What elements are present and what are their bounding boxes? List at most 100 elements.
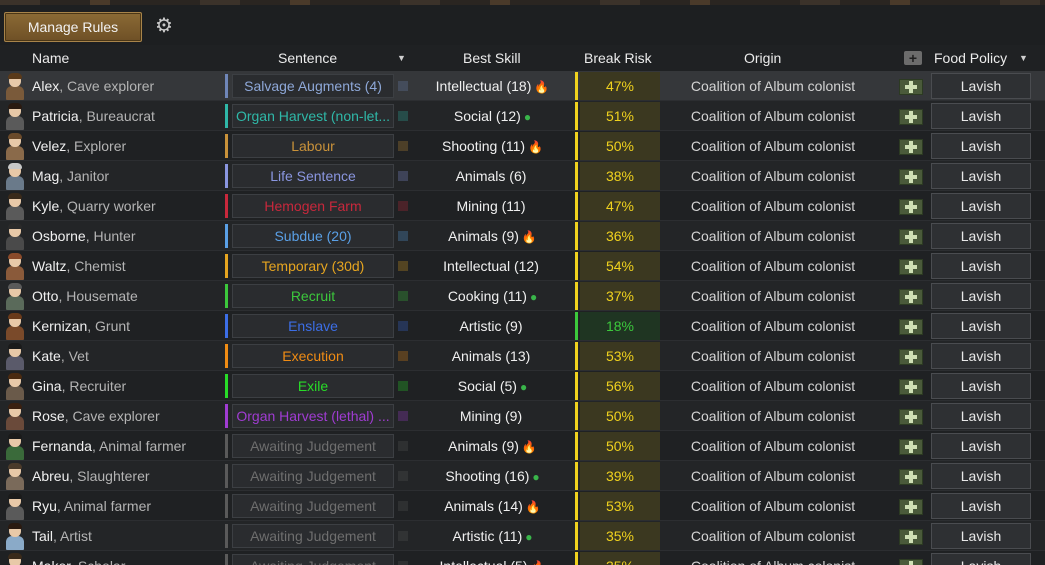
sentence-toggle[interactable] [398, 411, 408, 421]
sentence-toggle[interactable] [398, 141, 408, 151]
sentence-toggle[interactable] [398, 171, 408, 181]
ideoligion-icon[interactable] [899, 499, 923, 515]
sentence-toggle[interactable] [398, 231, 408, 241]
sentence-dropdown[interactable]: Labour [232, 134, 394, 158]
ideoligion-icon[interactable] [899, 379, 923, 395]
sentence-toggle[interactable] [398, 291, 408, 301]
table-row[interactable]: Patricia, Bureaucrat Organ Harvest (non-… [0, 101, 1045, 131]
avatar[interactable] [2, 132, 28, 160]
add-column-icon[interactable]: + [904, 51, 922, 65]
ideoligion-icon[interactable] [899, 349, 923, 365]
food-policy-button[interactable]: Lavish [931, 433, 1031, 459]
column-header-best-skill[interactable]: Best Skill [463, 50, 521, 66]
ideoligion-icon[interactable] [899, 259, 923, 275]
avatar[interactable] [2, 522, 28, 550]
pawn-name[interactable]: Abreu, Slaughterer [32, 468, 150, 484]
ideoligion-icon[interactable] [899, 79, 923, 95]
sort-arrow-icon[interactable]: ▼ [1019, 53, 1028, 63]
sentence-dropdown[interactable]: Awaiting Judgement [232, 464, 394, 488]
table-row[interactable]: Kyle, Quarry worker Hemogen Farm Mining … [0, 191, 1045, 221]
pawn-name[interactable]: Tail, Artist [32, 528, 92, 544]
sentence-toggle[interactable] [398, 201, 408, 211]
avatar[interactable] [2, 222, 28, 250]
manage-rules-button[interactable]: Manage Rules [4, 12, 142, 42]
sentence-toggle[interactable] [398, 111, 408, 121]
pawn-name[interactable]: Patricia, Bureaucrat [32, 108, 155, 124]
table-row[interactable]: Mag, Janitor Life Sentence Animals (6) 3… [0, 161, 1045, 191]
sentence-toggle[interactable] [398, 441, 408, 451]
pawn-name[interactable]: Mag, Janitor [32, 168, 109, 184]
table-row[interactable]: Kernizan, Grunt Enslave Artistic (9) 18%… [0, 311, 1045, 341]
food-policy-button[interactable]: Lavish [931, 523, 1031, 549]
food-policy-button[interactable]: Lavish [931, 133, 1031, 159]
sentence-toggle[interactable] [398, 381, 408, 391]
table-row[interactable]: Waltz, Chemist Temporary (30d) Intellect… [0, 251, 1045, 281]
table-row[interactable]: Gina, Recruiter Exile Social (5) ● 56% Co… [0, 371, 1045, 401]
sentence-dropdown[interactable]: Exile [232, 374, 394, 398]
sentence-dropdown[interactable]: Salvage Augments (4) [232, 74, 394, 98]
food-policy-button[interactable]: Lavish [931, 373, 1031, 399]
avatar[interactable] [2, 552, 28, 565]
table-row[interactable]: Osborne, Hunter Subdue (20) Animals (9) 🔥… [0, 221, 1045, 251]
ideoligion-icon[interactable] [899, 289, 923, 305]
gear-icon[interactable]: ⚙ [155, 15, 173, 37]
avatar[interactable] [2, 492, 28, 520]
sentence-toggle[interactable] [398, 531, 408, 541]
pawn-name[interactable]: Kate, Vet [32, 348, 89, 364]
sentence-dropdown[interactable]: Organ Harvest (lethal) ... [232, 404, 394, 428]
table-row[interactable]: Abreu, Slaughterer Awaiting Judgement Sh… [0, 461, 1045, 491]
sentence-toggle[interactable] [398, 561, 408, 565]
pawn-name[interactable]: Maker, Scholar [32, 558, 125, 565]
avatar[interactable] [2, 192, 28, 220]
ideoligion-icon[interactable] [899, 529, 923, 545]
pawn-name[interactable]: Otto, Housemate [32, 288, 138, 304]
sentence-dropdown[interactable]: Awaiting Judgement [232, 554, 394, 565]
sentence-dropdown[interactable]: Recruit [232, 284, 394, 308]
sentence-dropdown[interactable]: Hemogen Farm [232, 194, 394, 218]
table-row[interactable]: Maker, Scholar Awaiting Judgement Intell… [0, 551, 1045, 565]
sentence-dropdown[interactable]: Execution [232, 344, 394, 368]
column-header-food-policy[interactable]: Food Policy [934, 50, 1008, 66]
pawn-name[interactable]: Ryu, Animal farmer [32, 498, 151, 514]
sentence-dropdown[interactable]: Organ Harvest (non-let... [232, 104, 394, 128]
food-policy-button[interactable]: Lavish [931, 73, 1031, 99]
sentence-dropdown[interactable]: Subdue (20) [232, 224, 394, 248]
food-policy-button[interactable]: Lavish [931, 253, 1031, 279]
ideoligion-icon[interactable] [899, 139, 923, 155]
pawn-name[interactable]: Velez, Explorer [32, 138, 126, 154]
column-header-name[interactable]: Name [32, 50, 70, 66]
sentence-toggle[interactable] [398, 501, 408, 511]
column-header-break-risk[interactable]: Break Risk [584, 50, 652, 66]
ideoligion-icon[interactable] [899, 319, 923, 335]
sentence-toggle[interactable] [398, 321, 408, 331]
table-row[interactable]: Tail, Artist Awaiting Judgement Artistic… [0, 521, 1045, 551]
table-row[interactable]: Velez, Explorer Labour Shooting (11) 🔥 50… [0, 131, 1045, 161]
ideoligion-icon[interactable] [899, 169, 923, 185]
avatar[interactable] [2, 162, 28, 190]
food-policy-button[interactable]: Lavish [931, 403, 1031, 429]
sentence-dropdown[interactable]: Enslave [232, 314, 394, 338]
ideoligion-icon[interactable] [899, 109, 923, 125]
food-policy-button[interactable]: Lavish [931, 313, 1031, 339]
avatar[interactable] [2, 102, 28, 130]
table-row[interactable]: Otto, Housemate Recruit Cooking (11) ● 37… [0, 281, 1045, 311]
avatar[interactable] [2, 432, 28, 460]
avatar[interactable] [2, 402, 28, 430]
table-row[interactable]: Alex, Cave explorer Salvage Augments (4)… [0, 71, 1045, 101]
avatar[interactable] [2, 342, 28, 370]
food-policy-button[interactable]: Lavish [931, 553, 1031, 565]
food-policy-button[interactable]: Lavish [931, 493, 1031, 519]
ideoligion-icon[interactable] [899, 409, 923, 425]
sentence-toggle[interactable] [398, 81, 408, 91]
pawn-name[interactable]: Alex, Cave explorer [32, 78, 154, 94]
pawn-name[interactable]: Waltz, Chemist [32, 258, 126, 274]
sentence-dropdown[interactable]: Awaiting Judgement [232, 434, 394, 458]
pawn-name[interactable]: Kernizan, Grunt [32, 318, 130, 334]
avatar[interactable] [2, 312, 28, 340]
sentence-dropdown[interactable]: Awaiting Judgement [232, 524, 394, 548]
pawn-name[interactable]: Kyle, Quarry worker [32, 198, 156, 214]
ideoligion-icon[interactable] [899, 229, 923, 245]
ideoligion-icon[interactable] [899, 559, 923, 565]
ideoligion-icon[interactable] [899, 439, 923, 455]
pawn-name[interactable]: Rose, Cave explorer [32, 408, 160, 424]
